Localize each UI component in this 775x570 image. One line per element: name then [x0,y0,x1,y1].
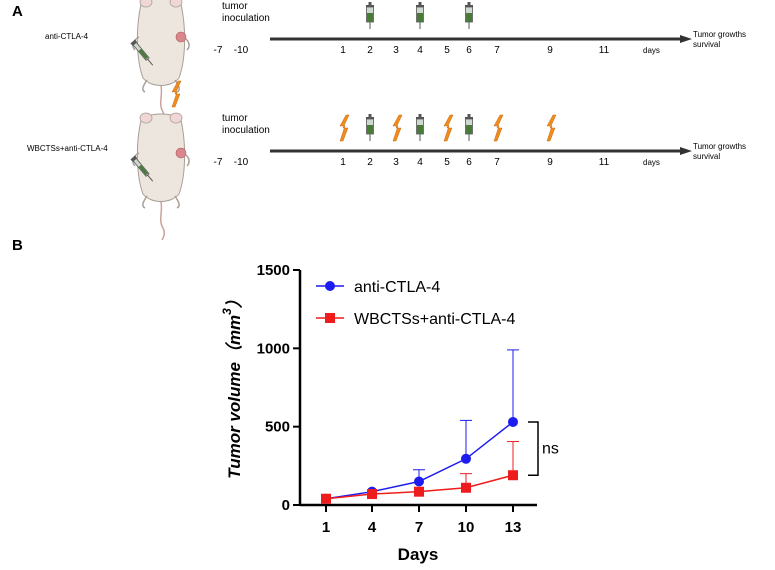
data-point [461,453,471,464]
day-tick-label: 7 [494,45,500,56]
day-tick-label: 2 [367,45,373,56]
day-tick-label: 6 [466,157,472,168]
panel-a-label: A [12,3,23,20]
inoculation-label-line2: inoculation [222,13,270,24]
series-2 [321,441,519,504]
lightning-icon [443,114,454,142]
inoculation-label-line1: tumor [222,1,248,12]
data-point [414,476,424,487]
data-point [508,416,518,427]
legend-marker [325,313,335,323]
data-point [367,489,377,500]
syringe-icon [415,113,425,142]
day-tick-label: 4 [417,157,423,168]
legend-label: WBCTSs+anti-CTLA-4 [354,311,515,328]
inoculation-label-line1: tumor [222,113,248,124]
tumor-volume-chart: 0 500 1000 1500 1 4 7 10 13 Days Tumor volume（mm3）… [220,262,559,564]
x-tick-label: 1 [322,519,330,536]
timeline-arrowhead [680,147,692,155]
x-tick-label: 4 [368,519,377,536]
x-tick-label: 10 [458,519,475,536]
lightning-icon [339,114,350,142]
syringe-icon [415,1,425,30]
day-tick-label: 6 [466,45,472,56]
day-tick-label: 4 [417,45,423,56]
lightning-icon [171,80,182,108]
day-tick-label: 1 [340,45,346,56]
day-tick-label: 7 [494,157,500,168]
lightning-icon [392,114,403,142]
pre-day-label: -10 [234,157,249,168]
series-1 [321,349,519,504]
x-axis-title: Days [398,545,439,564]
lightning-icon [546,114,557,142]
day-tick-label: 1 [340,157,346,168]
group-label: WBCTSs+anti-CTLA-4 [27,144,108,153]
data-point [461,482,471,493]
syringe-icon [365,113,375,142]
panel-b-label: B [12,237,23,254]
endpoint-label-line1: Tumor growths [693,30,746,39]
data-point [414,486,424,497]
legend-marker [325,281,335,291]
endpoint-label-line1: Tumor growths [693,142,746,151]
day-tick-label: 3 [393,45,399,56]
y-tick-label: 1000 [257,340,290,357]
x-tick-label: 13 [505,519,522,536]
axis-days-label: days [643,46,660,55]
y-tick-label: 1500 [257,262,290,279]
pre-day-label: -7 [214,157,223,168]
day-tick-label: 9 [547,157,553,168]
significance-bracket [528,421,539,476]
y-axis-title: Tumor volume（mm3） [220,291,244,479]
mouse-illustration [129,0,190,125]
data-point [508,470,518,481]
y-tick-label: 500 [265,419,290,436]
endpoint-label-line2: survival [693,152,720,161]
axis-days-label: days [643,158,660,167]
x-tick-label: 7 [415,519,423,536]
legend: anti-CTLA-4 WBCTSs+anti-CTLA-4 [316,279,515,328]
day-tick-label: 5 [444,45,450,56]
timeline-arrowhead [680,35,692,43]
day-tick-label: 3 [393,157,399,168]
day-tick-label: 2 [367,157,373,168]
syringe-icon [464,113,474,142]
y-tick-label: 0 [282,497,290,514]
day-tick-label: 5 [444,157,450,168]
syringe-icon [365,1,375,30]
group-label: anti-CTLA-4 [45,32,89,41]
syringe-icon [464,1,474,30]
day-tick-label: 11 [599,157,610,168]
pre-day-label: -10 [234,45,249,56]
inoculation-label-line2: inoculation [222,125,270,136]
lightning-icon [493,114,504,142]
legend-label: anti-CTLA-4 [354,279,440,296]
pre-day-label: -7 [214,45,223,56]
mouse-illustration [129,112,190,241]
endpoint-label-line2: survival [693,40,720,49]
day-tick-label: 11 [599,45,610,56]
significance-label: ns [542,441,559,458]
day-tick-label: 9 [547,45,553,56]
data-point [321,493,331,504]
